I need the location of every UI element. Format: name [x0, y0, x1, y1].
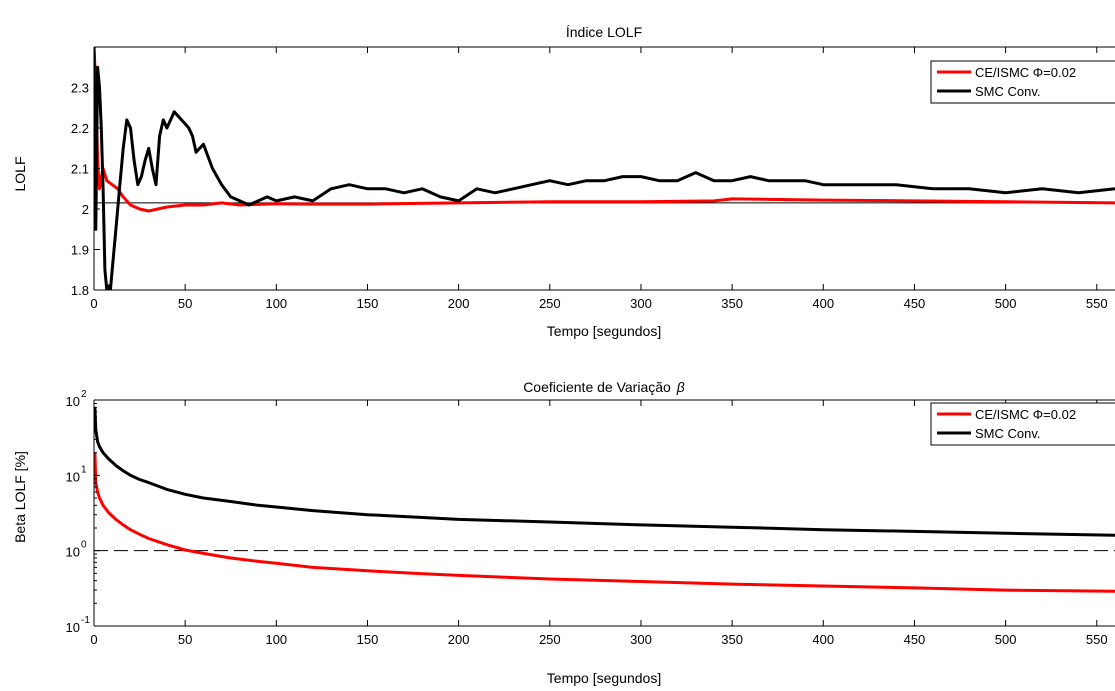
chart-beta: Coeficiente de Variação β Tempo [segundos…	[12, 379, 1115, 686]
chart-beta-x-tick-label: 450	[904, 632, 926, 647]
chart-lolf-frame	[93, 46, 1115, 291]
chart-beta-y-tick-exponent: -1	[81, 615, 90, 626]
chart-beta-legend: CE/ISMC Φ=0.02 SMC Conv.	[930, 402, 1115, 446]
chart-lolf-x-tick-label: 550	[1086, 296, 1108, 311]
chart-beta-x-tick-label: 50	[178, 632, 192, 647]
chart-beta-title-symbol: β	[676, 379, 685, 395]
chart-beta-x-tick-label: 300	[630, 632, 652, 647]
chart-lolf-x-label: Tempo [segundos]	[547, 323, 661, 339]
chart-beta-x-tick-label: 400	[812, 632, 834, 647]
chart-lolf: Índice LOLF Tempo [segundos] LOLF 0 50 100…	[12, 24, 1115, 339]
chart-beta-y-label: Beta LOLF [%]	[12, 451, 28, 543]
chart-beta-y-tick-label: 10	[66, 469, 80, 484]
chart-beta-x-tick-label: 550	[1086, 632, 1108, 647]
chart-beta-y-tick-label: 10	[66, 394, 80, 409]
chart-lolf-legend: CE/ISMC Φ=0.02 SMC Conv.	[930, 60, 1115, 104]
chart-lolf-series-smc-conv	[94, 47, 1115, 290]
chart-lolf-y-tick-label: 2.2	[71, 121, 89, 136]
chart-beta-x-tick-label: 200	[448, 632, 470, 647]
chart-beta-y-tick-exponent: 1	[81, 464, 87, 475]
chart-lolf-legend-box	[930, 60, 1115, 104]
chart-beta-y-tick-exponent: 2	[81, 389, 87, 400]
chart-beta-x-tick-label: 250	[539, 632, 561, 647]
chart-beta-x-tick-label: 150	[357, 632, 379, 647]
chart-beta-series	[94, 407, 1115, 593]
chart-lolf-series-ce-ismc	[94, 47, 1115, 213]
chart-lolf-x-tick-label: 150	[357, 296, 379, 311]
chart-beta-series-ce-ismc	[94, 452, 1115, 593]
chart-lolf-x-tick-label: 0	[90, 296, 97, 311]
chart-beta-y-tick-label: 10	[66, 545, 80, 560]
chart-lolf-y-tick-label: 1.8	[71, 283, 89, 298]
chart-beta-x-tick-label: 0	[90, 632, 97, 647]
chart-lolf-x-tick-label: 50	[178, 296, 192, 311]
chart-beta-y-tick-label: 10	[66, 620, 80, 635]
chart-lolf-title: Índice LOLF	[566, 24, 642, 40]
chart-beta-x-tick-label: 500	[995, 632, 1017, 647]
chart-beta-legend-label-ce-ismc: CE/ISMC Φ=0.02	[975, 407, 1076, 422]
chart-lolf-x-tick-label: 200	[448, 296, 470, 311]
chart-lolf-x-tick-label: 500	[995, 296, 1017, 311]
chart-lolf-y-label: LOLF	[12, 156, 28, 191]
chart-lolf-x-tick-label: 350	[721, 296, 743, 311]
chart-beta-x-tick-label: 350	[721, 632, 743, 647]
chart-lolf-x-tick-label: 450	[904, 296, 926, 311]
chart-beta-title: Coeficiente de Variação β	[523, 379, 685, 395]
chart-beta-x-label: Tempo [segundos]	[547, 670, 661, 686]
chart-lolf-x-tick-label: 250	[539, 296, 561, 311]
chart-beta-frame	[93, 399, 1115, 627]
chart-lolf-y-tick-label: 2	[82, 202, 89, 217]
chart-lolf-x-tick-label: 300	[630, 296, 652, 311]
chart-lolf-y-tick-label: 2.1	[71, 162, 89, 177]
chart-beta-x-tick-label: 100	[265, 632, 287, 647]
chart-beta-legend-box	[930, 402, 1115, 446]
chart-lolf-legend-label-ce-ismc: CE/ISMC Φ=0.02	[975, 65, 1076, 80]
chart-lolf-x-tick-label: 400	[812, 296, 834, 311]
chart-lolf-legend-label-smc-conv: SMC Conv.	[975, 84, 1041, 99]
chart-beta-y-tick-exponent: 0	[81, 540, 87, 551]
chart-lolf-x-tick-label: 100	[265, 296, 287, 311]
chart-lolf-y-tick-label: 1.9	[71, 243, 89, 258]
chart-lolf-y-tick-label: 2.3	[71, 81, 89, 96]
chart-lolf-series	[94, 47, 1115, 290]
chart-beta-series-smc-conv	[94, 407, 1115, 537]
chart-beta-legend-label-smc-conv: SMC Conv.	[975, 426, 1041, 441]
